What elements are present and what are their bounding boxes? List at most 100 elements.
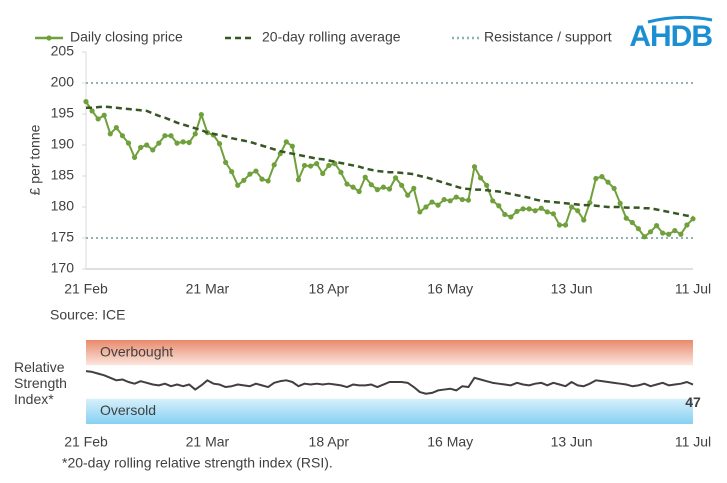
y-axis-label: £ per tonne bbox=[27, 124, 43, 195]
point bbox=[690, 216, 696, 222]
x-tick-label: 11 Jul bbox=[675, 281, 711, 297]
point bbox=[653, 223, 660, 229]
point bbox=[575, 208, 581, 214]
y-tick-label: 195 bbox=[51, 105, 75, 121]
x-tick-label: 16 May bbox=[427, 434, 473, 450]
point bbox=[623, 215, 629, 221]
point bbox=[405, 192, 411, 198]
logo-swoosh bbox=[647, 15, 713, 24]
point bbox=[569, 204, 575, 210]
point bbox=[380, 184, 387, 190]
x-tick-label: 21 Mar bbox=[186, 281, 230, 297]
point bbox=[417, 209, 423, 215]
point bbox=[259, 176, 265, 182]
point bbox=[320, 170, 326, 177]
point bbox=[593, 175, 599, 182]
point bbox=[502, 211, 508, 218]
point bbox=[508, 214, 514, 220]
point bbox=[599, 174, 605, 180]
source: Source: ICE bbox=[50, 307, 125, 323]
band-label: Overbought bbox=[100, 343, 173, 359]
point bbox=[150, 147, 156, 153]
point bbox=[301, 162, 308, 169]
x-tick-label: 13 Jun bbox=[551, 434, 593, 450]
x-tick-label: 13 Jun bbox=[551, 281, 593, 297]
legend-label: Daily closing price bbox=[70, 29, 183, 45]
point bbox=[647, 229, 654, 235]
data-label: 47 bbox=[685, 394, 701, 410]
point bbox=[641, 234, 648, 240]
point bbox=[447, 198, 453, 204]
band bbox=[86, 398, 693, 424]
point bbox=[538, 205, 544, 211]
footnote: *20-day rolling relative strength index … bbox=[62, 455, 333, 471]
point bbox=[441, 196, 447, 203]
point bbox=[526, 206, 532, 212]
point bbox=[678, 231, 684, 237]
point bbox=[89, 108, 95, 114]
point bbox=[241, 177, 247, 183]
point bbox=[113, 125, 119, 131]
x-tick-label: 16 May bbox=[427, 281, 473, 297]
series-line bbox=[85, 370, 694, 395]
point bbox=[101, 112, 107, 118]
point bbox=[514, 208, 520, 214]
point bbox=[125, 140, 132, 146]
point bbox=[223, 159, 229, 165]
point bbox=[144, 142, 150, 148]
point bbox=[392, 175, 399, 181]
series-line bbox=[86, 105, 694, 218]
point bbox=[684, 222, 690, 228]
band bbox=[86, 340, 693, 366]
point bbox=[520, 206, 526, 212]
point bbox=[544, 209, 550, 215]
y-tick-label: 200 bbox=[51, 74, 75, 90]
y-tick-label: 180 bbox=[51, 198, 75, 214]
point bbox=[174, 140, 180, 146]
point bbox=[186, 139, 192, 146]
x-tick-label: 18 Apr bbox=[309, 281, 350, 297]
point bbox=[562, 222, 569, 228]
point bbox=[386, 186, 393, 192]
logo: AHDB bbox=[629, 20, 712, 53]
x-tick-label: 21 Feb bbox=[64, 281, 108, 297]
point bbox=[617, 200, 623, 206]
point bbox=[429, 199, 435, 205]
point bbox=[107, 131, 113, 137]
band-label: Oversold bbox=[100, 402, 156, 418]
point bbox=[605, 179, 611, 185]
legend-marker bbox=[46, 35, 52, 41]
point bbox=[435, 202, 441, 208]
point bbox=[156, 140, 162, 146]
point bbox=[399, 182, 405, 188]
point bbox=[95, 116, 101, 122]
point bbox=[344, 181, 350, 187]
legend-label: Resistance / support bbox=[484, 29, 612, 45]
point bbox=[629, 219, 635, 226]
point bbox=[465, 197, 472, 203]
y-axis-label: Relative Strength Index* bbox=[14, 359, 67, 407]
point bbox=[326, 162, 332, 169]
point bbox=[356, 188, 362, 195]
x-tick-label: 21 Mar bbox=[186, 434, 230, 450]
point bbox=[672, 227, 678, 234]
point bbox=[229, 169, 235, 175]
point bbox=[532, 208, 538, 214]
point bbox=[314, 161, 320, 167]
point bbox=[477, 175, 484, 181]
point bbox=[496, 203, 502, 209]
point bbox=[459, 196, 465, 203]
point bbox=[253, 168, 259, 174]
y-tick-label: 190 bbox=[51, 136, 75, 152]
point bbox=[550, 211, 556, 217]
point bbox=[247, 171, 253, 177]
point bbox=[368, 182, 374, 188]
y-tick-label: 175 bbox=[51, 229, 75, 245]
x-tick-label: 21 Feb bbox=[64, 434, 108, 450]
point bbox=[192, 131, 198, 137]
legend-label: 20-day rolling average bbox=[262, 29, 401, 45]
point bbox=[198, 112, 204, 118]
point bbox=[162, 133, 168, 139]
